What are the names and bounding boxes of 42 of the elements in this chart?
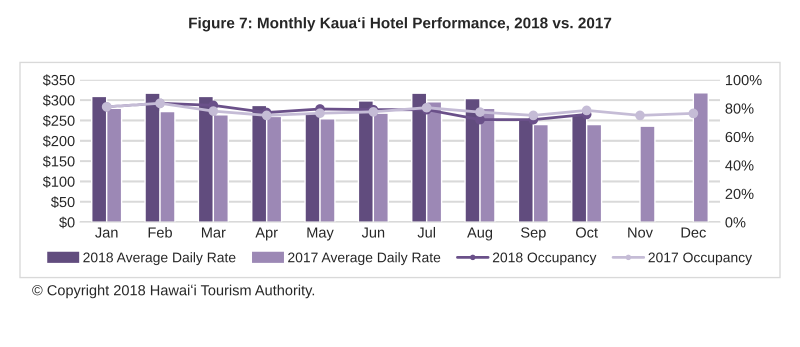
point <box>528 110 538 120</box>
point <box>688 108 698 118</box>
legend-label: 2017 Occupancy <box>648 252 752 266</box>
x-tick-label: Dec <box>682 227 706 238</box>
y2-tick-label: 40% <box>725 160 754 171</box>
bar <box>639 125 656 222</box>
y-tick-label: $250 <box>42 114 75 127</box>
point <box>582 106 592 116</box>
y2-tick-label: 20% <box>726 188 754 200</box>
x-tick-label: Feb <box>148 226 172 238</box>
x-tick-label: Jun <box>362 227 384 238</box>
y2-tick-label: 60% <box>726 132 754 142</box>
x-tick-label: Apr <box>255 227 278 241</box>
y2-tick-label: 80% <box>725 103 754 114</box>
point <box>208 106 218 116</box>
y-tick-label: $350 <box>42 74 75 86</box>
legend-label: 2017 Average Daily Rate <box>288 252 440 266</box>
y2-tick-label: 100% <box>726 74 762 86</box>
x-tick-label: Jul <box>418 226 436 238</box>
point <box>475 107 485 117</box>
y-tick-label: $50 <box>50 196 75 208</box>
point <box>635 110 645 120</box>
y-tick-label: $0 <box>59 216 75 228</box>
point <box>262 110 272 120</box>
bar <box>692 92 709 222</box>
legend-label: 2018 Occupancy <box>492 252 596 266</box>
y-tick-label: $100 <box>42 176 75 188</box>
text: © Copyright 2018 Hawaiʻi Tourism Authority. <box>32 284 314 298</box>
x-tick-label: Jan <box>95 227 118 238</box>
x-tick-label: Oct <box>576 227 598 238</box>
chart-title: Figure 7: Monthly Kauaʻi Hotel Performance, 2018 vs. 2017 <box>189 17 612 32</box>
x-tick-label: Sep <box>521 227 546 241</box>
x-tick-label: Nov <box>628 227 653 238</box>
x-tick-label: Aug <box>467 227 492 241</box>
legend-label: 2018 Average Daily Rate <box>83 252 236 266</box>
x-tick-label: May <box>307 227 334 241</box>
y-tick-label: $150 <box>42 156 75 168</box>
y-tick-label: $200 <box>42 135 75 148</box>
point <box>315 108 325 118</box>
y2-tick-label: 0% <box>725 217 746 228</box>
y-tick-label: $300 <box>42 94 75 106</box>
x-tick-label: Mar <box>202 227 226 238</box>
